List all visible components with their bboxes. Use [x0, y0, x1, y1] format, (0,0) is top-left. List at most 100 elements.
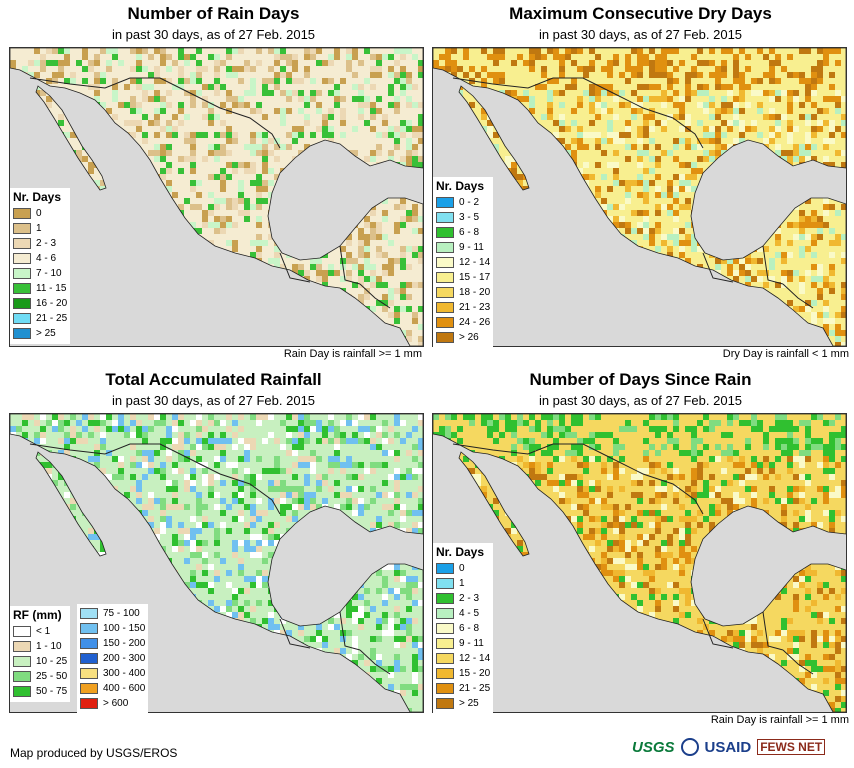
legend-item: 15 - 20 [436, 666, 490, 681]
legend-item: 200 - 300 [80, 651, 145, 666]
coastline [10, 414, 423, 712]
legend-swatch [13, 253, 31, 264]
legend-label: 12 - 14 [459, 653, 491, 664]
legend-item: > 25 [13, 326, 67, 341]
panel-title: Maximum Consecutive Dry Days [509, 4, 772, 23]
country-border [782, 649, 814, 675]
legend-swatch [436, 332, 454, 343]
legend-swatch [80, 698, 98, 709]
country-border [702, 252, 734, 283]
country-border [452, 77, 704, 149]
legend-swatch [436, 227, 454, 238]
legend-label: 200 - 300 [103, 653, 146, 664]
legend-item: 18 - 20 [436, 285, 490, 300]
legend-item: 25 - 50 [13, 669, 67, 684]
legend-swatch [436, 683, 454, 694]
fews-net-logo: FEWS NET [757, 739, 826, 755]
legend-swatch [80, 623, 98, 634]
legend-swatch [80, 683, 98, 694]
legend-label: 3 - 5 [459, 212, 480, 223]
total-rainfall-map [9, 413, 424, 713]
legend-label: 9 - 11 [459, 242, 484, 253]
legend-label: 12 - 14 [459, 257, 491, 268]
legend-item: 16 - 20 [13, 296, 67, 311]
legend-item: 0 [13, 206, 67, 221]
legend-swatch [80, 638, 98, 649]
legend-swatch [436, 578, 454, 589]
legend-item: < 1 [13, 624, 67, 639]
legend-label: 4 - 6 [36, 253, 57, 264]
legend-item: > 25 [436, 696, 490, 711]
legend-item: 100 - 150 [80, 621, 145, 636]
legend-item: 9 - 11 [436, 240, 490, 255]
legend-swatch [13, 268, 31, 279]
rainfall-legend-2: 75 - 100 100 - 150 150 - 200 200 - 300 300 -… [77, 604, 149, 714]
panel-total-rainfall: Total Accumulated Rainfall in past 30 da… [0, 366, 427, 736]
map-credit: Map produced by USGS/EROS [10, 746, 178, 760]
days-since-rain-map [432, 413, 847, 713]
legend-swatch [436, 638, 454, 649]
legend-label: > 25 [459, 698, 479, 709]
country-border [29, 77, 281, 149]
legend-swatch [436, 563, 454, 574]
legend-item: 2 - 3 [436, 591, 490, 606]
legend-label: 6 - 8 [459, 227, 480, 238]
legend-swatch [436, 608, 454, 619]
legend-swatch [13, 641, 31, 652]
rain-day-note: Rain Day is rainfall >= 1 mm [283, 348, 422, 360]
panel-subtitle: in past 30 days, as of 27 Feb. 2015 [538, 393, 743, 408]
legend-label: 1 - 10 [36, 641, 62, 652]
legend-label: 15 - 20 [459, 668, 491, 679]
legend-label: > 600 [103, 698, 129, 709]
country-border [359, 283, 391, 309]
panel-title: Number of Rain Days [127, 4, 300, 23]
panel-max-dry-days: Maximum Consecutive Dry Days in past 30 … [427, 0, 854, 370]
legend-label: 6 - 8 [459, 623, 480, 634]
legend-swatch [436, 302, 454, 313]
country-border [29, 443, 281, 515]
legend-swatch [436, 317, 454, 328]
legend-swatch [13, 656, 31, 667]
legend-item: > 600 [80, 696, 145, 711]
coastline [10, 48, 423, 346]
legend-label: 21 - 23 [459, 302, 491, 313]
panel-subtitle: in past 30 days, as of 27 Feb. 2015 [111, 393, 316, 408]
legend-swatch [436, 287, 454, 298]
legend-swatch [436, 197, 454, 208]
legend-label: 2 - 3 [36, 238, 57, 249]
legend-item: 6 - 8 [436, 621, 490, 636]
panel-title: Total Accumulated Rainfall [105, 370, 322, 389]
legend-label: 16 - 20 [36, 298, 68, 309]
legend-swatch [80, 608, 98, 619]
legend-swatch [13, 313, 31, 324]
legend-item: 150 - 200 [80, 636, 145, 651]
usgs-logo: USGS [632, 738, 675, 756]
country-border [702, 618, 734, 649]
legend-item: 21 - 23 [436, 300, 490, 315]
legend-swatch [13, 223, 31, 234]
legend-title: Nr. Days [436, 179, 485, 193]
panel-subtitle: in past 30 days, as of 27 Feb. 2015 [538, 27, 743, 42]
legend-title: Nr. Days [436, 545, 485, 559]
legend-item: 2 - 3 [13, 236, 67, 251]
days-since-rain-legend: Nr. Days 0 1 2 - 3 4 - 5 6 - 8 9 - 11 12 - 14 1… [433, 543, 494, 714]
legend-label: 0 [459, 563, 465, 574]
panel-days-since-rain: Number of Days Since Rain in past 30 day… [427, 366, 854, 736]
rain-days-legend: Nr. Days 0 1 2 - 3 4 - 6 7 - 10 11 - 15 16 - 2… [10, 188, 71, 344]
coastline [433, 414, 846, 712]
legend-label: 300 - 400 [103, 668, 146, 679]
legend-label: 150 - 200 [103, 638, 146, 649]
legend-item: 10 - 25 [13, 654, 67, 669]
legend-item: 4 - 5 [436, 606, 490, 621]
legend-label: 2 - 3 [459, 593, 480, 604]
legend-label: 21 - 25 [36, 313, 68, 324]
legend-label: 0 - 2 [459, 197, 480, 208]
legend-item: 400 - 600 [80, 681, 145, 696]
legend-item: 7 - 10 [13, 266, 67, 281]
panel-subtitle: in past 30 days, as of 27 Feb. 2015 [111, 27, 316, 42]
legend-label: 15 - 17 [459, 272, 491, 283]
logo-strip: USGS USAID FEWS NET [632, 738, 826, 756]
coastline [35, 85, 107, 191]
legend-label: 1 [36, 223, 42, 234]
legend-label: 11 - 15 [36, 283, 67, 294]
